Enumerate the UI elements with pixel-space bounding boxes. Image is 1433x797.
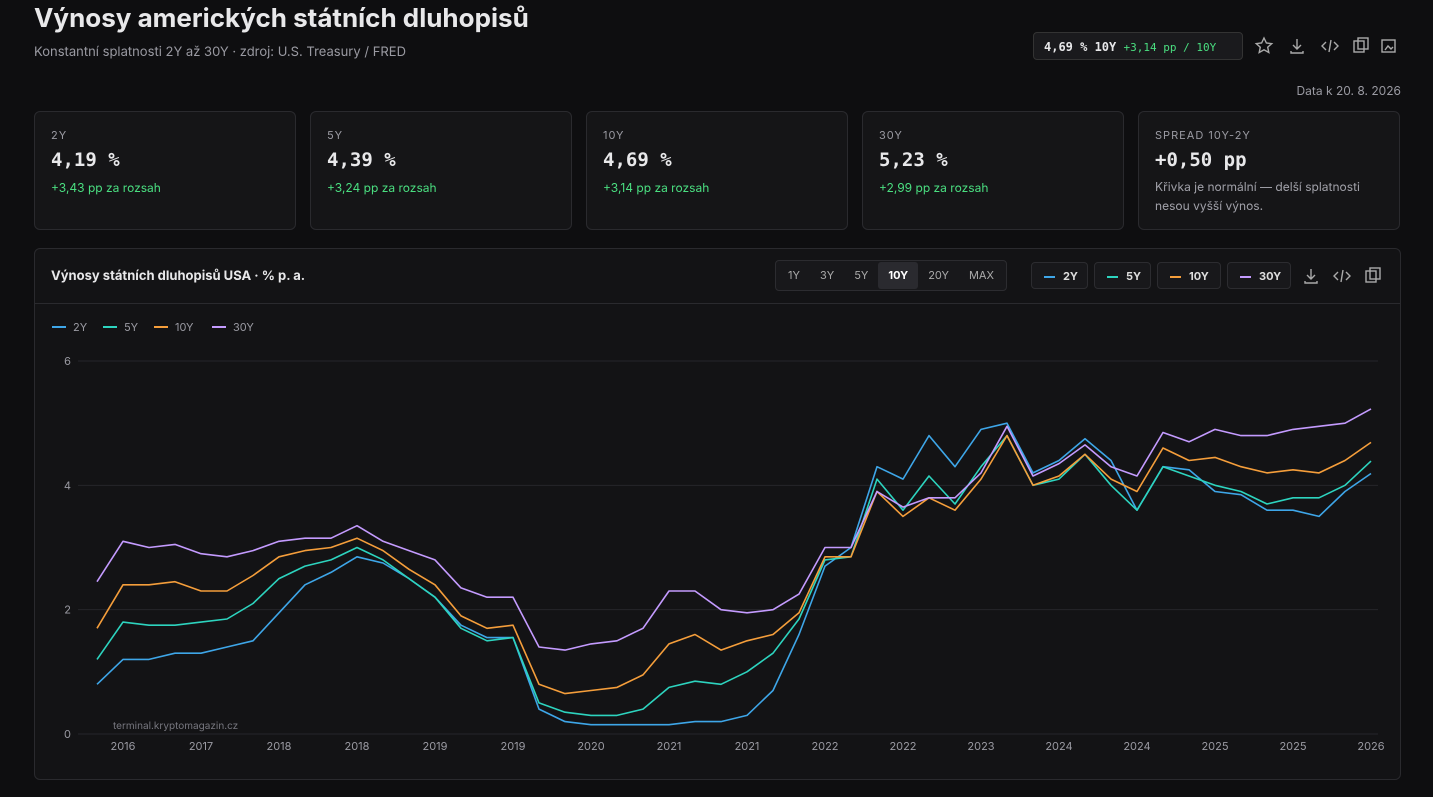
card-value: 4,69 % [603, 149, 672, 171]
range-button[interactable]: 10Y [878, 262, 919, 289]
legend-label: 30Y [233, 320, 254, 334]
x-tick-label: 2024 [1045, 739, 1072, 753]
stat-card: 30Y 5,23 % +2,99 pp za rozsah [862, 111, 1124, 230]
subtitle: Konstantní splatnosti 2Y až 30Y · zdroj:… [34, 44, 406, 60]
series-line [96, 434, 1372, 717]
title: Výnosy amerických státních dluhopisů [34, 3, 529, 34]
header-icons[interactable] [1254, 36, 1404, 56]
card-value: 5,23 % [879, 149, 948, 171]
card-value: +0,50 pp [1155, 149, 1247, 171]
series-toggle[interactable]: 10Y [1157, 262, 1221, 289]
card-label: SPREAD 10Y-2Y [1155, 128, 1251, 142]
x-tick-label: 2026 [1357, 739, 1384, 753]
chart-panel [34, 248, 1401, 780]
x-tick-label: 2024 [1123, 739, 1150, 753]
card-label: 2Y [51, 128, 68, 142]
range-button[interactable]: MAX [968, 268, 994, 282]
y-tick-label: 6 [64, 354, 71, 368]
x-tick-label: 2021 [657, 739, 682, 753]
legend-label: 2Y [73, 320, 88, 334]
x-tick-label: 2018 [267, 739, 292, 753]
series-toggle[interactable]: 5Y [1094, 262, 1151, 289]
badge: 4,69 % 10Y +3,14 pp / 10Y [1033, 32, 1243, 60]
card-label: 30Y [879, 128, 903, 142]
watermark: terminal.kryptomagazin.cz [113, 720, 238, 732]
toggle-swatch [1107, 276, 1118, 278]
card-change: Křivka je normální — delší splatnosti ne… [1155, 179, 1360, 213]
y-tick-label: 0 [64, 727, 71, 741]
series-toggle[interactable]: 2Y [1031, 262, 1088, 289]
x-tick-label: 2019 [501, 739, 526, 753]
y-tick-label: 2 [64, 603, 71, 617]
toggle-label: 5Y [1126, 269, 1142, 283]
stat-card: SPREAD 10Y-2Y +0,50 pp Křivka je normální … [1138, 111, 1400, 230]
card-label: 5Y [327, 128, 344, 142]
legend-label: 5Y [124, 320, 139, 334]
range-button[interactable]: 3Y [819, 268, 835, 282]
toggle-label: 30Y [1259, 269, 1282, 283]
x-tick-label: 2022 [889, 739, 916, 753]
card-value: 4,19 % [51, 149, 120, 171]
range-group: 1Y 3Y 5Y 10Y 20Y MAX [775, 260, 1007, 291]
panel-title: Výnosy státních dluhopisů USA · % p. a. [51, 268, 306, 284]
range-button[interactable]: 20Y [928, 268, 949, 282]
legend-label: 10Y [175, 320, 194, 334]
toggle-swatch [1240, 276, 1251, 278]
card-change: +3,24 pp za rozsah [327, 180, 437, 195]
x-tick-label: 2021 [735, 739, 760, 753]
series-line [96, 434, 1372, 695]
stat-card: 2Y 4,19 % +3,43 pp za rozsah [34, 111, 296, 230]
range-button[interactable]: 1Y [788, 268, 800, 282]
series-toggle[interactable]: 30Y [1227, 262, 1291, 289]
x-tick-label: 2023 [967, 739, 994, 753]
x-tick-label: 2025 [1201, 739, 1228, 753]
x-tick-label: 2018 [345, 739, 370, 753]
x-tick-label: 2025 [1279, 739, 1306, 753]
toggle-label: 2Y [1063, 269, 1078, 283]
badge-change: +3,14 pp / 10Y [1123, 41, 1217, 54]
divider [35, 303, 1400, 304]
card-value: 4,39 % [327, 149, 396, 171]
toggle-swatch [1044, 276, 1055, 278]
card-label: 10Y [603, 128, 625, 142]
x-tick-label: 2022 [811, 739, 838, 753]
panel-icons[interactable] [1302, 266, 1382, 286]
range-button[interactable]: 5Y [854, 268, 869, 282]
x-tick-label: 2016 [111, 739, 136, 753]
card-change: +2,99 pp za rozsah [879, 180, 989, 195]
x-tick-label: 2017 [189, 739, 213, 753]
stat-card: 10Y 4,69 % +3,14 pp za rozsah [586, 111, 848, 230]
card-change: +3,43 pp za rozsah [51, 180, 161, 195]
y-tick-label: 4 [64, 478, 71, 492]
card-change: +3,14 pp za rozsah [603, 180, 710, 195]
badge-value: 4,69 % 10Y [1044, 40, 1117, 54]
stat-card: 5Y 4,39 % +3,24 pp za rozsah [310, 111, 572, 230]
toggle-label: 10Y [1189, 269, 1209, 283]
date: Data k 20. 8. 2026 [1296, 83, 1401, 98]
toggle-swatch [1170, 276, 1181, 278]
x-tick-label: 2020 [577, 739, 604, 753]
series-line [96, 408, 1372, 651]
x-tick-label: 2019 [423, 739, 448, 753]
